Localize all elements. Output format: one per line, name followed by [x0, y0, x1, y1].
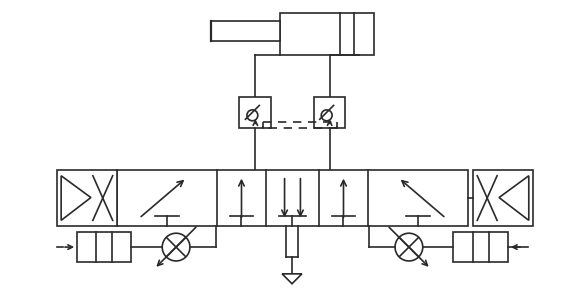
Bar: [77, 232, 132, 262]
Bar: [240, 97, 271, 128]
Polygon shape: [282, 274, 302, 284]
Bar: [314, 97, 346, 128]
Polygon shape: [499, 176, 529, 220]
Bar: [454, 232, 508, 262]
Bar: [117, 170, 468, 226]
Bar: [280, 13, 374, 55]
Polygon shape: [61, 176, 91, 220]
Bar: [211, 21, 280, 41]
Bar: [57, 170, 117, 226]
Bar: [473, 170, 533, 226]
